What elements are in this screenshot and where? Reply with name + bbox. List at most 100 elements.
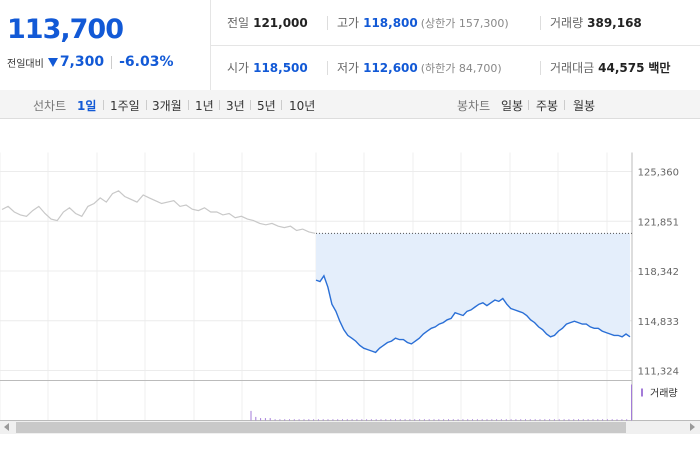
volume-bar — [558, 419, 560, 421]
scroll-right-icon[interactable] — [690, 423, 695, 431]
volume-bar — [298, 419, 300, 421]
price-change: 전일대비 7,300 -6.03% — [7, 54, 174, 70]
volume-bar — [525, 419, 526, 421]
period-1y[interactable]: 1년 — [195, 99, 214, 113]
series-line-today — [315, 274, 631, 354]
volume-label: 거래량 — [650, 388, 678, 400]
volume-bar — [597, 419, 599, 421]
volume-bar — [260, 418, 262, 421]
price-summary: 113,700 전일대비 7,300 -6.03% — [0, 0, 211, 90]
chart-grid — [0, 152, 700, 421]
period-10y[interactable]: 10년 — [289, 99, 316, 113]
volume-bar — [486, 419, 488, 421]
volume-bar — [433, 419, 435, 421]
volume-bar — [274, 419, 276, 421]
change-percent: -6.03% — [119, 54, 174, 70]
divider — [528, 100, 529, 110]
volume-bar — [544, 419, 546, 421]
volume-bar — [289, 419, 290, 421]
volume-bars — [250, 384, 632, 421]
volume-bar — [553, 419, 555, 421]
volume-bar — [361, 419, 363, 421]
y-axis: 125,360 121,851 118,342 114,833 111,324 — [638, 168, 679, 378]
volume-bar — [356, 419, 358, 421]
volume-bar — [467, 419, 469, 421]
stats-row: 전일 121,000 고가 118,800 (상한가 157,300) 거래량 389,… — [211, 0, 700, 46]
volume-bar — [606, 419, 608, 421]
volume-legend-swatch — [641, 388, 643, 397]
volume-bar — [337, 419, 339, 421]
current-price: 113,700 — [7, 14, 124, 45]
volume-bar — [322, 419, 324, 421]
candle-daily[interactable]: 일봉 — [501, 99, 524, 113]
volume-bar — [621, 419, 623, 421]
period-3y[interactable]: 3년 — [226, 99, 245, 113]
divider — [103, 100, 104, 110]
volume-bar — [452, 419, 454, 421]
volume-bar — [539, 419, 541, 421]
volume-bar — [428, 419, 430, 421]
divider — [540, 61, 541, 75]
divider — [250, 100, 251, 110]
volume-bar — [342, 419, 343, 421]
volume-bar — [395, 419, 396, 421]
candle-chart-label: 봉차트 — [457, 99, 491, 113]
today-fill-area — [316, 233, 630, 353]
volume-bar — [457, 419, 459, 421]
chart-toolbar: 선차트 1일 1주일 3개월 1년 3년 5년 10년 봉차트 일봉 주봉 월봉 — [0, 90, 700, 119]
volume-bar — [346, 419, 348, 421]
volume-bar — [308, 419, 310, 421]
period-3m[interactable]: 3개월 — [152, 99, 182, 113]
volume-bar — [602, 419, 604, 421]
volume-bar — [327, 419, 329, 421]
volume-bar — [284, 419, 286, 421]
volume-bar — [404, 419, 406, 421]
stat-high: 고가 118,800 (상한가 157,300) — [337, 16, 509, 30]
divider — [327, 61, 328, 75]
volume-bar — [443, 419, 445, 421]
volume-bar — [568, 419, 570, 421]
volume-bar — [366, 419, 368, 421]
volume-bar — [510, 419, 512, 421]
volume-bar — [476, 419, 478, 421]
y-tick-label: 125,360 — [638, 168, 679, 179]
period-5y[interactable]: 5년 — [257, 99, 276, 113]
period-1w[interactable]: 1주일 — [110, 99, 140, 113]
volume-bar — [616, 419, 618, 421]
volume-bar — [419, 419, 421, 421]
volume-bar — [462, 419, 464, 421]
divider — [188, 100, 189, 110]
volume-bar — [414, 419, 416, 421]
volume-bar — [269, 418, 271, 421]
volume-bar — [481, 419, 483, 421]
y-tick-label: 118,342 — [638, 267, 679, 278]
divider — [327, 16, 328, 30]
volume-bar — [438, 419, 440, 421]
volume-bar — [592, 419, 594, 421]
volume-bar — [631, 384, 632, 421]
volume-bar — [520, 419, 522, 421]
volume-bar — [332, 419, 334, 421]
period-1d[interactable]: 1일 — [77, 99, 97, 113]
volume-bar — [293, 419, 295, 421]
volume-bar — [351, 419, 353, 421]
volume-bar — [472, 419, 473, 421]
volume-bar — [626, 419, 628, 421]
scroll-thumb[interactable] — [16, 422, 626, 433]
volume-bar — [491, 419, 493, 421]
volume-bar — [448, 419, 449, 421]
series-line-prev-day — [1, 190, 316, 234]
chart-scrollbar[interactable] — [0, 421, 700, 434]
divider — [146, 100, 147, 110]
scroll-left-icon[interactable] — [4, 423, 9, 431]
volume-bar — [250, 410, 252, 421]
candle-weekly[interactable]: 주봉 — [536, 99, 559, 113]
candle-monthly[interactable]: 월봉 — [573, 99, 596, 113]
volume-bar — [255, 416, 257, 421]
volume-bar — [500, 419, 502, 421]
change-amount: 7,300 — [59, 54, 105, 70]
volume-bar — [390, 419, 392, 421]
volume-bar — [582, 419, 584, 421]
volume-bar — [279, 419, 281, 421]
